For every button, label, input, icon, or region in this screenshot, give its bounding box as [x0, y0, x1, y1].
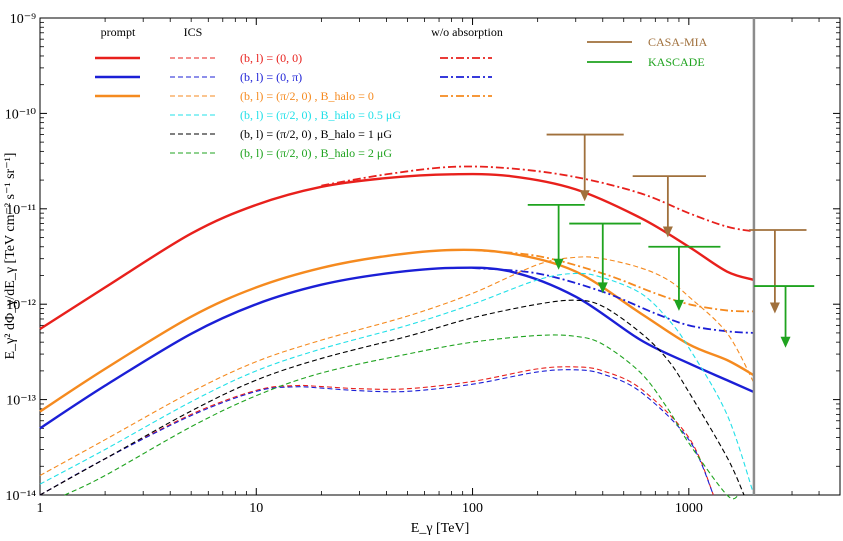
x-tick-label: 10	[249, 501, 263, 516]
spectrum-curves	[39, 165, 755, 500]
kascade-limit-arrowhead	[780, 336, 791, 348]
series-line-ics-b-l-2-0-b-halo-2-g	[64, 334, 739, 500]
series-line-ics-b-l-2-0-b-halo-0-5-g	[39, 272, 755, 496]
legend-experiment-label: CASA-MIA	[648, 35, 708, 49]
legend-row-label: (b, l) = (π/2, 0) , B_halo = 0	[240, 89, 374, 103]
x-tick-label: 100	[462, 501, 483, 516]
x-tick-label: 1	[37, 501, 44, 516]
x-axis-title: E_γ [TeV]	[411, 521, 469, 536]
legend-row-label: (b, l) = (0, π)	[240, 70, 302, 84]
legend-experiment-label: KASCADE	[648, 55, 705, 69]
series-line-prompt-b-l-0	[39, 266, 755, 430]
series-line-ics-b-l-0	[39, 369, 714, 496]
series-line-w-o-absorption-b-l-2-0	[472, 249, 754, 313]
series-line-prompt-b-l-0-0	[39, 172, 755, 330]
kascade-limit-arrowhead	[553, 258, 564, 270]
series-line-ics-b-l-0-0	[39, 366, 714, 496]
experiment-upper-limits	[527, 133, 815, 348]
y-tick-label: 10⁻¹³	[6, 394, 36, 409]
y-tick-label: 10⁻¹¹	[6, 203, 36, 218]
plot-frame	[39, 17, 841, 496]
legend-row-label: (b, l) = (0, 0)	[240, 51, 302, 65]
series-line-ics-b-l-2-0-b-halo-1-g	[39, 299, 745, 496]
legend-header-ics: ICS	[184, 25, 203, 39]
legend-row-label: (b, l) = (π/2, 0) , B_halo = 1 μG	[240, 127, 392, 141]
y-tick-label: 10⁻¹⁰	[5, 107, 37, 122]
kascade-limit-arrowhead	[597, 282, 608, 294]
legend-header-prompt: prompt	[101, 25, 136, 39]
y-tick-label: 10⁻¹⁴	[6, 489, 37, 504]
y-tick-label: 10⁻⁹	[10, 12, 36, 27]
series-line-w-o-absorption-b-l-0	[472, 267, 754, 334]
legend-header-wo-absorption: w/o absorption	[431, 25, 503, 39]
axis-ticks: 1 10 100 1000 10⁻¹⁴ 10⁻¹³ 10⁻¹² 10⁻¹¹ 10⁻¹⁰ 10⁻⁹	[5, 12, 841, 516]
y-tick-label: 10⁻¹²	[6, 298, 36, 313]
casa-mia-limit-arrowhead	[769, 302, 780, 314]
x-tick-label: 1000	[675, 501, 703, 516]
chart-legend: prompt ICS w/o absorption (b, l) = (0, 0) (b…	[95, 25, 708, 160]
kascade-limit-arrowhead	[673, 299, 684, 311]
legend-row-label: (b, l) = (π/2, 0) , B_halo = 0.5 μG	[240, 108, 401, 122]
casa-mia-limit-arrowhead	[662, 226, 673, 238]
legend-row-label: (b, l) = (π/2, 0) , B_halo = 2 μG	[240, 146, 392, 160]
casa-mia-limit-arrowhead	[579, 190, 590, 202]
y-axis-title: E_γ² dΦ_γ/dE_γ [TeV cm⁻² s⁻¹ sr⁻¹]	[3, 153, 18, 360]
series-line-w-o-absorption-b-l-0-0	[321, 165, 755, 233]
